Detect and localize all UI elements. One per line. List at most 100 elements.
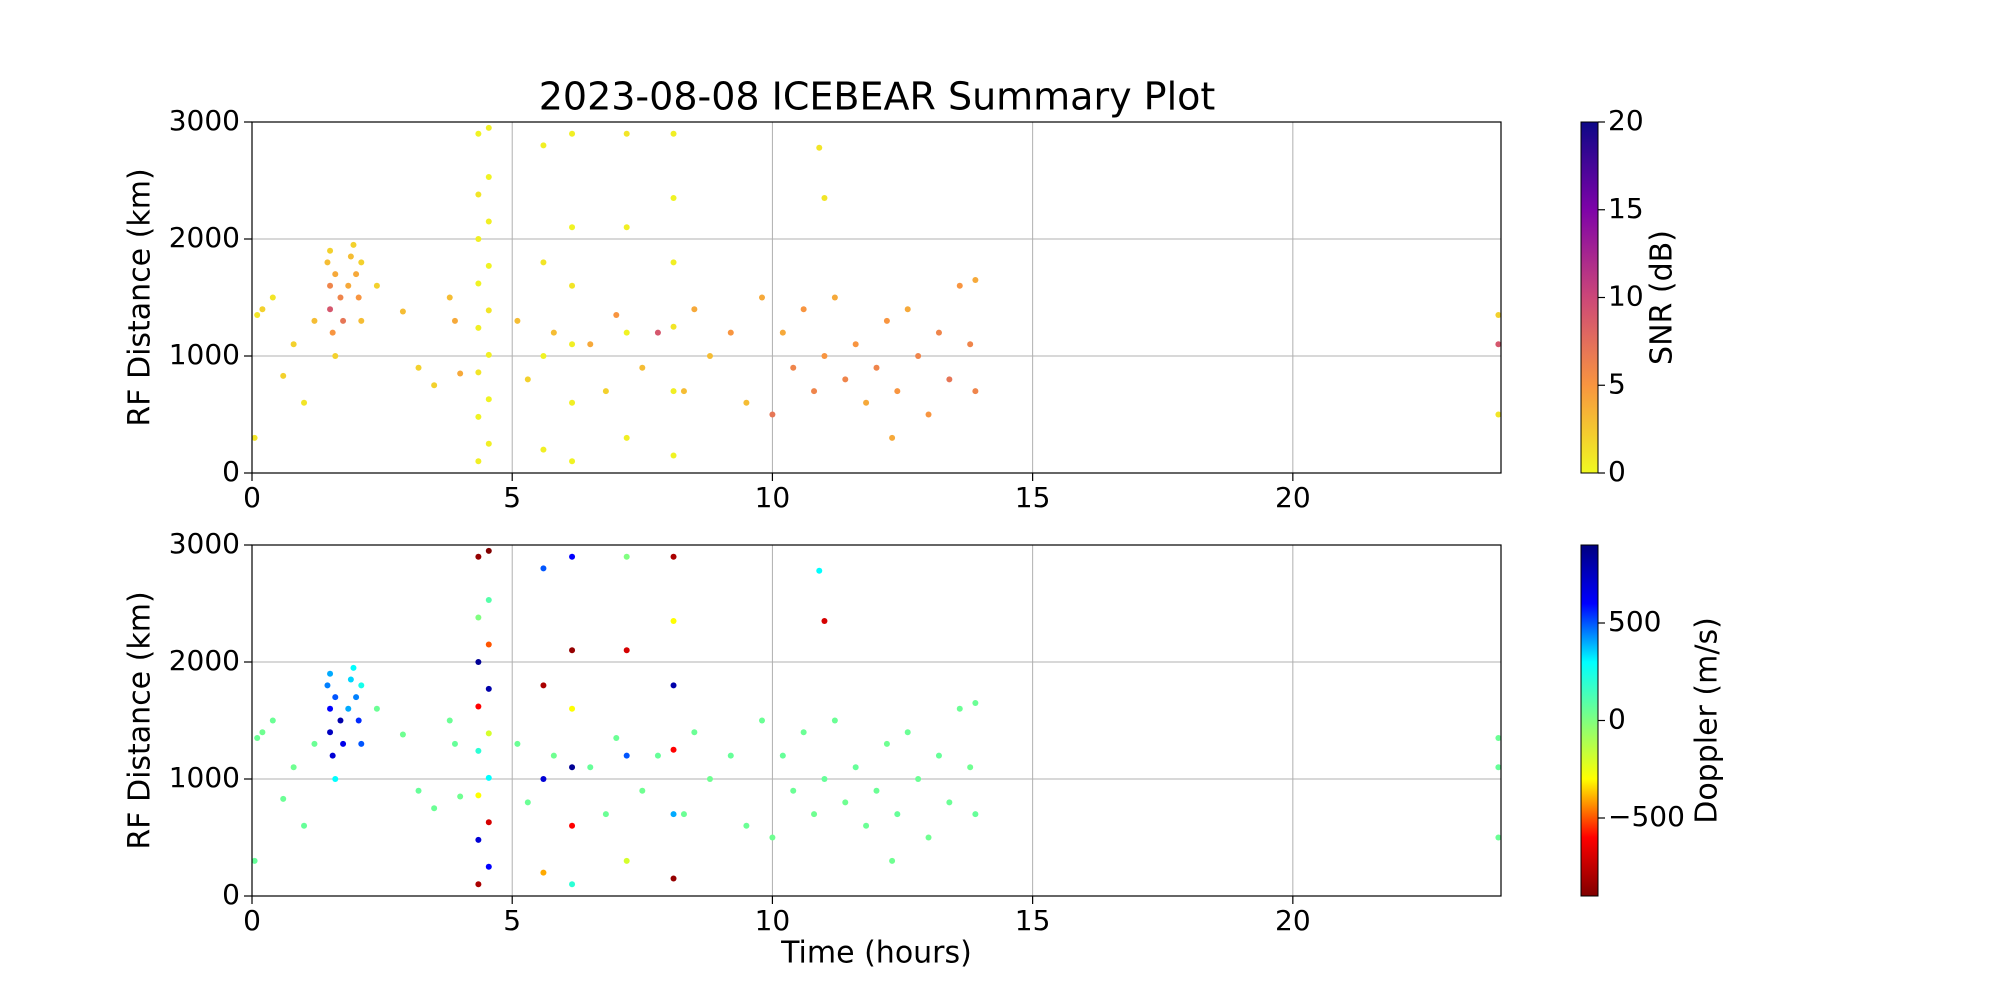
x-tick-label: 5 [503,481,521,514]
point [327,705,334,712]
point [842,799,849,806]
point [602,388,609,395]
point [842,376,849,383]
point [670,875,677,882]
point [889,857,896,864]
point [329,329,336,336]
point [301,822,308,829]
point [831,294,838,301]
colorbar-label: Doppler (m/s) [1690,617,1725,824]
point [790,787,797,794]
point [475,881,482,888]
point [345,705,352,712]
point [290,764,297,771]
point [587,341,594,348]
point [670,388,677,395]
point [475,369,482,376]
point [485,774,492,781]
point [340,740,347,747]
point [623,329,630,336]
point [280,372,287,379]
point [569,130,576,137]
point [613,735,620,742]
point [415,787,422,794]
point [759,294,766,301]
point [475,130,482,137]
point [475,191,482,198]
point [670,130,677,137]
y-axis-label: RF Distance (km) [123,168,158,426]
point [925,411,932,418]
x-tick-label: 0 [243,904,261,937]
point [329,752,336,759]
y-tick-label: 1000 [169,761,240,794]
point [889,434,896,441]
point [524,799,531,806]
point [269,294,276,301]
point [623,130,630,137]
point [485,440,492,447]
colorbar [1580,121,1599,474]
point [475,236,482,242]
point [475,703,482,710]
point [485,641,492,648]
point [904,729,911,736]
axes-frame [251,544,1502,897]
point [670,323,677,330]
point [967,341,974,348]
point [706,776,713,782]
point [602,811,609,818]
point [324,259,331,266]
point [332,271,339,278]
point [514,740,521,747]
point [311,740,318,747]
point [639,364,646,371]
x-tick-label: 5 [503,904,521,937]
x-tick-label: 15 [1015,481,1051,514]
point [569,399,576,406]
point [475,458,482,465]
point [1495,312,1502,319]
point [743,399,750,406]
point [972,811,979,818]
point [623,224,630,231]
point [337,717,344,724]
point [831,717,838,724]
point [691,729,698,736]
colorbar-tick-label: 5 [1608,367,1626,400]
point [779,752,786,759]
point [514,317,521,324]
point [457,793,464,800]
point [431,805,438,812]
point [816,567,823,574]
point [759,717,766,724]
point [332,694,339,701]
point [894,388,901,395]
point [800,729,807,736]
point [946,376,953,383]
point [972,276,979,283]
point [475,659,482,665]
point [569,764,576,771]
point [485,173,492,180]
point [446,294,453,301]
point [475,836,482,843]
point [691,306,698,313]
y-tick-label: 3000 [169,104,240,137]
point [290,341,297,348]
point [873,787,880,794]
point [915,776,922,782]
point [350,664,357,671]
point [358,317,365,324]
point [485,307,492,314]
point [254,735,261,742]
plot-area [252,545,1501,896]
point [457,370,464,377]
point [355,717,362,724]
point [485,262,492,269]
point [485,547,492,554]
point [311,317,318,324]
colorbar-tick-label: 0 [1608,455,1626,488]
point [811,811,818,818]
